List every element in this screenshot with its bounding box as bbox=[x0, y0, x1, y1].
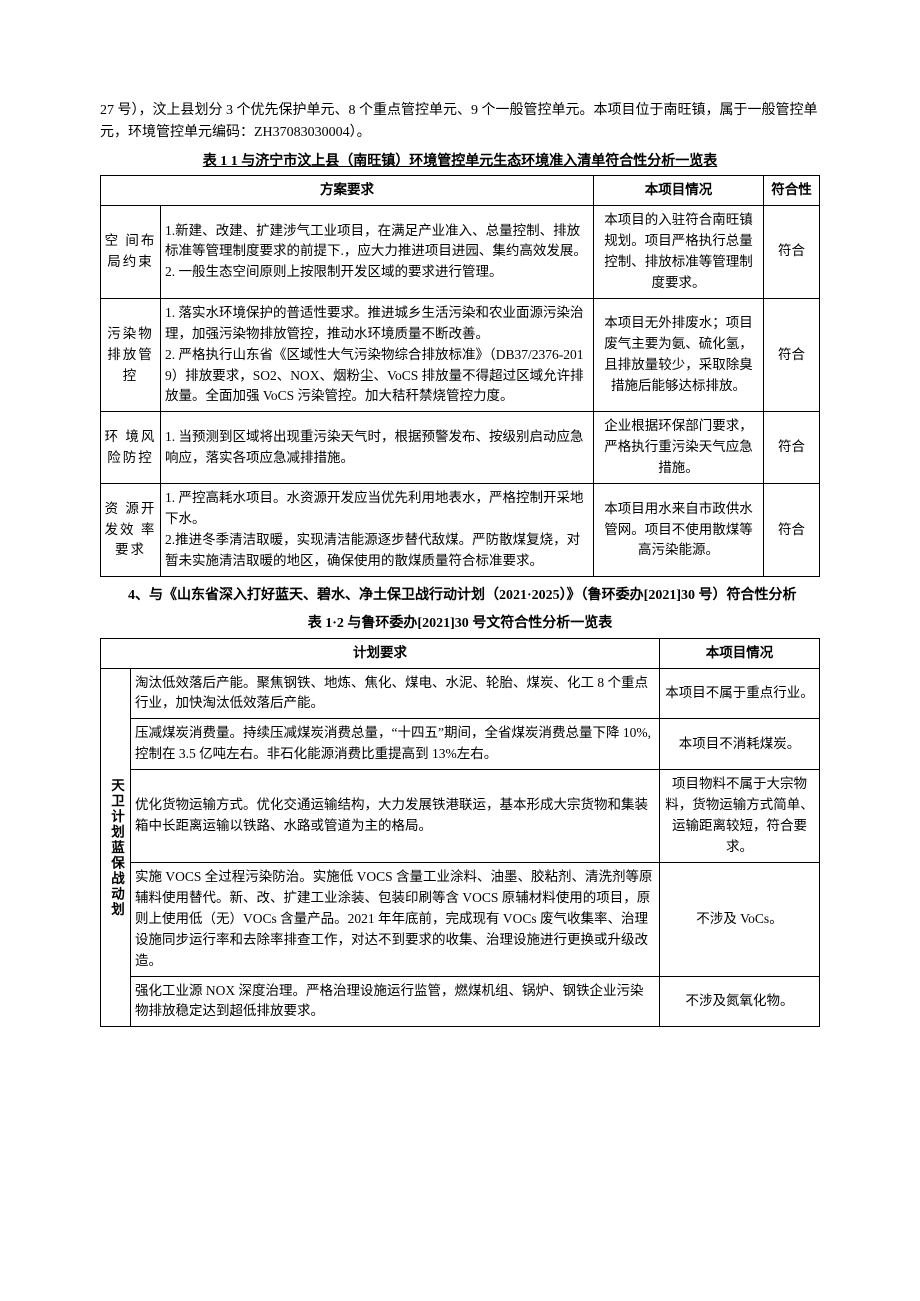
table1-r3-req: 1. 严控高耗水项目。水资源开发应当优先利用地表水，严格控制开采地下水。 2.推… bbox=[161, 484, 594, 577]
table2-r1-req: 压减煤炭消费量。持续压减煤炭消费总量，“十四五”期间，全省煤炭消费总量下降 10… bbox=[131, 719, 660, 770]
table1-r2-req: 1. 当预测到区域将出现重污染天气时，根据预警发布、按级别启动应急响应，落实各项… bbox=[161, 412, 594, 484]
table1-h-conf: 符合性 bbox=[764, 176, 820, 206]
table1-header-row: 方案要求 本项目情况 符合性 bbox=[101, 176, 820, 206]
table2-r4-proj: 不涉及氮氧化物。 bbox=[660, 976, 820, 1027]
table-row: 空 间布 局约束 1.新建、改建、扩建涉气工业项目，在满足产业准入、总量控制、排… bbox=[101, 206, 820, 299]
table1-h-proj: 本项目情况 bbox=[594, 176, 764, 206]
table2-r1-proj: 本项目不消耗煤炭。 bbox=[660, 719, 820, 770]
section4-title: 4、与《山东省深入打好蓝天、碧水、净土保卫战行动计划（2021·2025）》（鲁… bbox=[100, 585, 820, 607]
intro-paragraph: 27 号），汶上县划分 3 个优先保护单元、8 个重点管控单元、9 个一般管控单… bbox=[100, 100, 820, 145]
table1-r1-conf: 符合 bbox=[764, 298, 820, 412]
table2-r0-req: 淘汰低效落后产能。聚焦钢铁、地炼、焦化、煤电、水泥、轮胎、煤炭、化工 8 个重点… bbox=[131, 668, 660, 719]
table1-r2-cat: 环 境风 险防控 bbox=[101, 412, 161, 484]
table1-r3-proj: 本项目用水来自市政供水管网。项目不使用散煤等高污染能源。 bbox=[594, 484, 764, 577]
table1-r0-proj: 本项目的入驻符合南旺镇规划。项目严格执行总量控制、排放标准等管理制度要求。 bbox=[594, 206, 764, 299]
table-row: 实施 VOCS 全过程污染防治。实施低 VOCS 含量工业涂料、油墨、胶粘剂、清… bbox=[101, 862, 820, 976]
table2-h-plan: 计划要求 bbox=[101, 638, 660, 668]
table2-r0-proj: 本项目不属于重点行业。 bbox=[660, 668, 820, 719]
table-row: 资 源开 发效 率要求 1. 严控高耗水项目。水资源开发应当优先利用地表水，严格… bbox=[101, 484, 820, 577]
table2-r2-proj: 项目物料不属于大宗物料，货物运输方式简单、运输距离较短，符合要求。 bbox=[660, 770, 820, 863]
table2-caption: 表 1·2 与鲁环委办[2021]30 号文符合性分析一览表 bbox=[100, 613, 820, 635]
table1-r1-proj: 本项目无外排废水；项目废气主要为氨、硫化氢，且排放量较少，采取除臭措施后能够达标… bbox=[594, 298, 764, 412]
table1-caption: 表 1 1 与济宁市汶上县（南旺镇）环境管控单元生态环境准入清单符合性分析一览表 bbox=[100, 151, 820, 173]
table2-vlabel: 天卫计划蓝保战动划 bbox=[101, 668, 131, 1027]
table1-r2-conf: 符合 bbox=[764, 412, 820, 484]
table2-header-row: 计划要求 本项目情况 bbox=[101, 638, 820, 668]
table-row: 优化货物运输方式。优化交通运输结构，大力发展铁港联运，基本形成大宗货物和集装箱中… bbox=[101, 770, 820, 863]
table-row: 压减煤炭消费量。持续压减煤炭消费总量，“十四五”期间，全省煤炭消费总量下降 10… bbox=[101, 719, 820, 770]
table1-r3-conf: 符合 bbox=[764, 484, 820, 577]
table1: 方案要求 本项目情况 符合性 空 间布 局约束 1.新建、改建、扩建涉气工业项目… bbox=[100, 175, 820, 577]
table1-r1-cat: 污染物排放管控 bbox=[101, 298, 161, 412]
table2: 计划要求 本项目情况 天卫计划蓝保战动划 淘汰低效落后产能。聚焦钢铁、地炼、焦化… bbox=[100, 638, 820, 1028]
table2-r3-proj: 不涉及 VoCs。 bbox=[660, 862, 820, 976]
table-row: 强化工业源 NOX 深度治理。严格治理设施运行监管，燃煤机组、锅炉、钢铁企业污染… bbox=[101, 976, 820, 1027]
table1-r3-cat: 资 源开 发效 率要求 bbox=[101, 484, 161, 577]
table1-r1-req: 1. 落实水环境保护的普适性要求。推进城乡生活污染和农业面源污染治理，加强污染物… bbox=[161, 298, 594, 412]
table2-r4-req: 强化工业源 NOX 深度治理。严格治理设施运行监管，燃煤机组、锅炉、钢铁企业污染… bbox=[131, 976, 660, 1027]
table2-h-proj: 本项目情况 bbox=[660, 638, 820, 668]
document-page: 27 号），汶上县划分 3 个优先保护单元、8 个重点管控单元、9 个一般管控单… bbox=[0, 0, 920, 1095]
table1-r0-req: 1.新建、改建、扩建涉气工业项目，在满足产业准入、总量控制、排放标准等管理制度要… bbox=[161, 206, 594, 299]
table-row: 环 境风 险防控 1. 当预测到区域将出现重污染天气时，根据预警发布、按级别启动… bbox=[101, 412, 820, 484]
table1-r0-conf: 符合 bbox=[764, 206, 820, 299]
table-row: 天卫计划蓝保战动划 淘汰低效落后产能。聚焦钢铁、地炼、焦化、煤电、水泥、轮胎、煤… bbox=[101, 668, 820, 719]
table1-h-plan: 方案要求 bbox=[101, 176, 594, 206]
table2-r2-req: 优化货物运输方式。优化交通运输结构，大力发展铁港联运，基本形成大宗货物和集装箱中… bbox=[131, 770, 660, 863]
table1-r0-cat: 空 间布 局约束 bbox=[101, 206, 161, 299]
table1-r2-proj: 企业根据环保部门要求，严格执行重污染天气应急措施。 bbox=[594, 412, 764, 484]
table2-r3-req: 实施 VOCS 全过程污染防治。实施低 VOCS 含量工业涂料、油墨、胶粘剂、清… bbox=[131, 862, 660, 976]
table-row: 污染物排放管控 1. 落实水环境保护的普适性要求。推进城乡生活污染和农业面源污染… bbox=[101, 298, 820, 412]
